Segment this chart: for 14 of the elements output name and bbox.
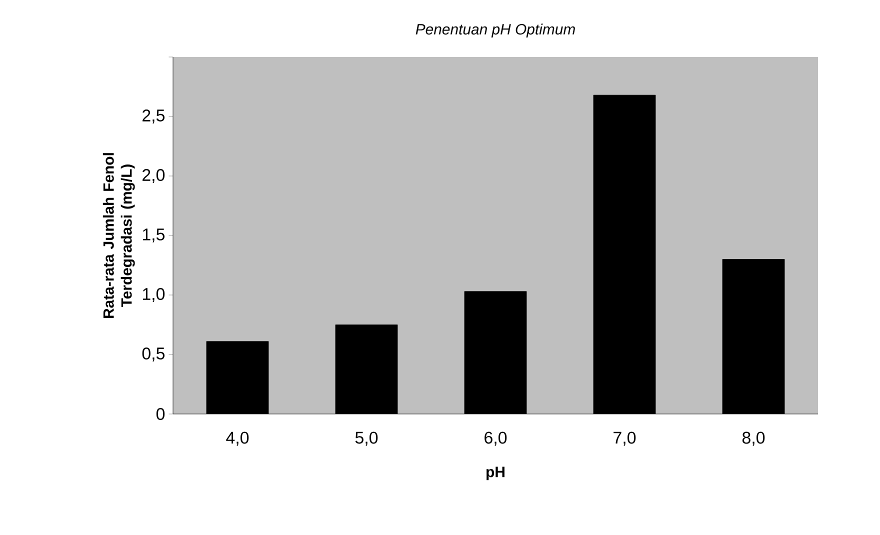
x-tick-label: 5,0 <box>355 432 378 446</box>
y-axis-title: Rata-rata Jumlah Fenol Terdegradasi (mg/L) <box>102 153 135 318</box>
x-tick-label: 7,0 <box>614 432 636 446</box>
y-tick-label: 2,5 <box>142 110 165 124</box>
y-tick-label: 0,5 <box>142 348 165 362</box>
y-tick-label: 2,0 <box>142 169 165 183</box>
x-axis-title: pH <box>486 466 504 480</box>
y-tick-label: 1,0 <box>142 288 165 302</box>
y-tick-label: 1,5 <box>142 228 165 242</box>
chart-title: Penentuan pH Optimum <box>416 24 575 38</box>
y-tick-label: 0 <box>156 408 165 420</box>
x-tick-label: 6,0 <box>484 432 507 446</box>
x-tick-label: 4,0 <box>226 432 249 446</box>
x-tick-label: 8,0 <box>742 432 765 446</box>
